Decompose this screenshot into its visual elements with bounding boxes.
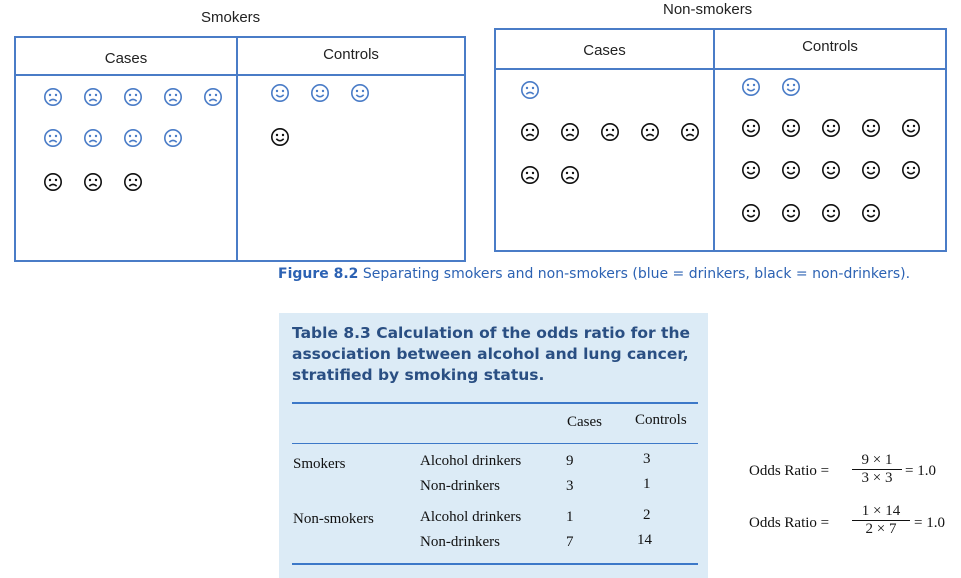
sad-face-icon [123, 87, 143, 107]
odds-denominator: 3 × 3 [852, 469, 902, 487]
sad-face-icon [203, 87, 223, 107]
cell-controls: 14 [637, 532, 652, 548]
row-exposure: Alcohol drinkers [420, 453, 522, 469]
non-smokers-box: Cases Controls [494, 28, 947, 252]
row-exposure: Non-drinkers [420, 478, 500, 494]
sad-face-icon [123, 128, 143, 148]
sad-face-icon [680, 122, 700, 142]
cell-cases: 1 [566, 509, 574, 525]
happy-face-icon [781, 118, 801, 138]
odds-numerator: 9 × 1 [861, 452, 893, 468]
sad-face-icon [83, 128, 103, 148]
happy-face-icon [270, 83, 290, 103]
sad-face-icon [43, 128, 63, 148]
happy-face-icon [861, 160, 881, 180]
header-cases: Cases [567, 414, 602, 430]
happy-face-icon [781, 77, 801, 97]
odds-denominator: 2 × 7 [852, 520, 910, 538]
non-smokers-title: Non-smokers [663, 1, 753, 18]
odds-label: Odds Ratio = [749, 463, 830, 479]
happy-face-icon [741, 203, 761, 223]
odds-result: = 1.0 [914, 515, 945, 531]
happy-face-icon [821, 160, 841, 180]
sad-face-icon [520, 80, 540, 100]
row-exposure: Non-drinkers [420, 534, 500, 550]
row-exposure: Alcohol drinkers [420, 509, 522, 525]
sad-face-icon [640, 122, 660, 142]
row-group-non-smokers: Non-smokers [293, 511, 374, 527]
happy-face-icon [741, 118, 761, 138]
table-title: Table 8.3 Calculation of the odds ratio … [292, 324, 691, 384]
figure-caption: Figure 8.2 Separating smokers and non-sm… [278, 266, 910, 282]
sad-face-icon [560, 122, 580, 142]
cell-controls: 2 [643, 507, 651, 523]
odds-result: = 1.0 [905, 463, 936, 479]
sad-face-icon [123, 172, 143, 192]
happy-face-icon [821, 203, 841, 223]
cell-cases: 7 [566, 534, 574, 550]
happy-face-icon [741, 160, 761, 180]
happy-face-icon [861, 203, 881, 223]
sad-face-icon [560, 165, 580, 185]
sad-face-icon [520, 122, 540, 142]
cell-controls: 3 [643, 451, 651, 467]
smokers-title: Smokers [201, 9, 261, 26]
smokers-box: Cases Controls [14, 36, 466, 262]
happy-face-icon [861, 118, 881, 138]
non-smokers-cases-header: Cases [583, 42, 626, 59]
sad-face-icon [600, 122, 620, 142]
figure-caption-label: Figure 8.2 [278, 266, 359, 282]
cell-controls: 1 [643, 476, 651, 492]
sad-face-icon [43, 87, 63, 107]
figure-caption-text: Separating smokers and non-smokers (blue… [362, 266, 911, 282]
happy-face-icon [821, 118, 841, 138]
cell-cases: 3 [566, 478, 574, 494]
cell-cases: 9 [566, 453, 574, 469]
sad-face-icon [163, 128, 183, 148]
happy-face-icon [741, 77, 761, 97]
odds-table: Table 8.3 Calculation of the odds ratio … [279, 313, 708, 578]
smokers-cases-header: Cases [104, 50, 148, 67]
odds-numerator: 1 × 14 [861, 503, 901, 519]
header-controls: Controls [635, 412, 687, 428]
non-smokers-controls-header: Controls [802, 38, 858, 55]
happy-face-icon [270, 127, 290, 147]
happy-face-icon [310, 83, 330, 103]
happy-face-icon [901, 118, 921, 138]
happy-face-icon [350, 83, 370, 103]
sad-face-icon [43, 172, 63, 192]
row-group-smokers: Smokers [293, 456, 346, 472]
smokers-controls-header: Controls [323, 46, 379, 63]
happy-face-icon [781, 203, 801, 223]
sad-face-icon [163, 87, 183, 107]
happy-face-icon [781, 160, 801, 180]
sad-face-icon [83, 172, 103, 192]
sad-face-icon [520, 165, 540, 185]
happy-face-icon [901, 160, 921, 180]
odds-label: Odds Ratio = [749, 515, 830, 531]
sad-face-icon [83, 87, 103, 107]
